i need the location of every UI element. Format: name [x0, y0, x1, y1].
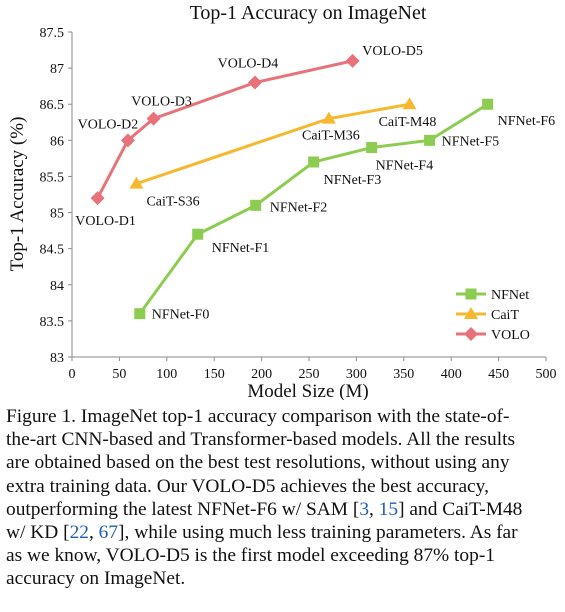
- volo-data-point: [345, 53, 360, 68]
- data-point-label: CaiT-M36: [302, 129, 360, 144]
- y-tick-label: 87.5: [40, 26, 65, 41]
- nfnet-data-point: [308, 156, 320, 168]
- y-tick-label: 83: [50, 351, 64, 366]
- x-tick-label: 150: [204, 367, 225, 382]
- data-point-label: VOLO-D4: [218, 57, 279, 72]
- volo-data-point: [247, 75, 262, 90]
- caption-line: outperforming the latest NFNet-F6 w/ SAM…: [6, 498, 523, 520]
- accuracy-chart: Top-1 Accuracy on ImageNet 0 50 100 150 200 2…: [7, 2, 557, 400]
- volo-data-point: [120, 133, 135, 148]
- nfnet-data-point: [366, 142, 378, 154]
- citation-link[interactable]: 15: [378, 498, 399, 520]
- data-point-label: NFNet-F0: [152, 308, 210, 323]
- y-tick-label: 86: [50, 134, 64, 149]
- caption-line: are obtained based on the best test reso…: [6, 452, 510, 474]
- data-point-label: VOLO-D1: [75, 214, 136, 229]
- chart-series: [90, 53, 494, 320]
- figure-caption: Figure 1. ImageNet top-1 accuracy compar…: [6, 405, 559, 591]
- data-point-label: VOLO-D3: [131, 95, 192, 110]
- x-tick-label: 200: [251, 367, 272, 382]
- nfnet-data-point: [424, 134, 436, 146]
- chart-title: Top-1 Accuracy on ImageNet: [190, 2, 427, 24]
- caption-line: extra training data. Our VOLO-D5 achieve…: [6, 475, 489, 497]
- x-axis-label: Model Size (M): [247, 381, 368, 400]
- volo-legend-marker: [464, 327, 478, 341]
- x-tick-label: 250: [299, 367, 320, 382]
- caption-line: as we know, VOLO-D5 is the first model e…: [6, 545, 495, 567]
- data-point-label: CaiT-M48: [379, 115, 437, 130]
- nfnet-data-point: [134, 308, 146, 320]
- citation-link[interactable]: 67: [98, 522, 119, 544]
- y-tick-label: 85.5: [40, 170, 65, 185]
- volo-data-point: [146, 111, 161, 126]
- x-tick-label: 50: [112, 367, 126, 382]
- y-tick-label: 84.5: [40, 243, 65, 258]
- nfnet-data-point: [192, 228, 204, 240]
- y-tick-label: 84: [50, 279, 64, 294]
- x-tick-label: 0: [69, 367, 76, 382]
- x-tick-label: 400: [441, 367, 462, 382]
- legend-label: VOLO: [491, 328, 530, 343]
- cait-legend-marker: [464, 307, 478, 319]
- data-point-label: NFNet-F6: [498, 114, 556, 129]
- y-tick-label: 86.5: [40, 98, 65, 113]
- y-tick-label: 87: [50, 62, 64, 77]
- chart-point-labels: NFNet-F0 NFNet-F1 NFNet-F2 NFNet-F3NFNet-F4…: [75, 44, 555, 323]
- x-tick-label: 100: [156, 367, 177, 382]
- x-tick-label: 350: [393, 367, 414, 382]
- legend-label: CaiT: [491, 308, 519, 323]
- y-tick-label: 85: [50, 207, 64, 222]
- data-point-label: CaiT-S36: [146, 195, 199, 210]
- x-tick-label: 450: [488, 367, 509, 382]
- x-tick-label: 300: [346, 367, 367, 382]
- legend-label: NFNet: [491, 288, 529, 303]
- caption-line: w/ KD [22, 67], while using much less tr…: [6, 522, 518, 544]
- data-point-label: NFNet-F2: [270, 200, 328, 215]
- caption-line: the-art CNN-based and Transformer-based …: [6, 429, 516, 451]
- citation-link[interactable]: 3: [359, 498, 370, 520]
- cait-data-point: [402, 97, 417, 110]
- data-point-label: NFNet-F3: [324, 173, 382, 188]
- caption-line: accuracy on ImageNet.: [6, 568, 186, 590]
- volo-data-point: [90, 191, 105, 206]
- y-tick-label: 83.5: [40, 315, 65, 330]
- y-axis-label: Top-1 Accuracy (%): [7, 117, 28, 272]
- citation-link[interactable]: 22: [69, 522, 89, 544]
- nfnet-data-point: [482, 98, 494, 110]
- chart-axes: 0 50 100 150 200 250 300 350 400 450 500 83 83.5 84 84…: [40, 26, 557, 382]
- data-point-label: NFNet-F1: [212, 241, 270, 256]
- cait-data-point: [129, 176, 144, 189]
- data-point-label: VOLO-D2: [78, 117, 139, 132]
- chart-legend: NFNet CaiT VOLO: [456, 288, 530, 343]
- data-point-label: NFNet-F4: [376, 159, 434, 174]
- data-point-label: VOLO-D5: [362, 44, 423, 59]
- data-point-label: NFNet-F5: [442, 134, 500, 149]
- caption-line: Figure 1. ImageNet top-1 accuracy compar…: [6, 406, 510, 427]
- x-tick-label: 500: [536, 367, 557, 382]
- nfnet-legend-marker: [465, 288, 477, 300]
- nfnet-data-point: [250, 199, 262, 211]
- cait-data-point: [321, 111, 336, 124]
